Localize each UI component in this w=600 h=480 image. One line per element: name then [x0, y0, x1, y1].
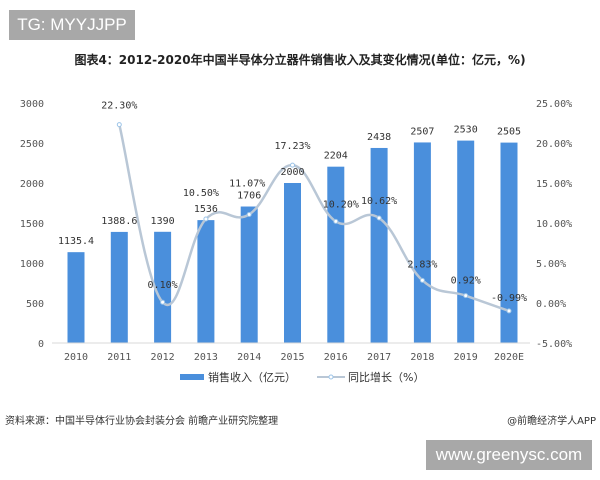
bar	[500, 142, 518, 343]
growth-point	[246, 211, 252, 217]
bar-value-label: 1135.4	[58, 236, 94, 247]
growth-point	[506, 308, 512, 314]
legend-line-label: 同比增长（%）	[348, 370, 424, 384]
chart: 0 500 1000 1500 2000 2500 3000 -5.00% 0.00% 5.00%…	[20, 99, 572, 384]
watermark-bottom-right: www.greenysc.com	[426, 440, 592, 470]
bar-value-label: 1388.6	[101, 216, 137, 227]
x-tick-label: 2017	[367, 352, 391, 363]
bar	[240, 206, 258, 343]
bar-value-label: 2505	[497, 127, 521, 138]
bar	[370, 147, 388, 343]
bar-value-label: 1706	[237, 191, 261, 202]
growth-point	[160, 299, 166, 305]
growth-value-label: 17.23%	[274, 141, 310, 152]
growth-point	[376, 215, 382, 221]
chart-title: 图表4：2012-2020年中国半导体分立器件销售收入及其变化情况(单位：亿元，…	[74, 53, 526, 67]
bar	[197, 220, 215, 343]
y-left-tick-label: 1500	[20, 219, 44, 230]
y-right-tick-label: 5.00%	[536, 259, 566, 270]
legend-bar-label: 销售收入（亿元）	[208, 370, 296, 384]
y-left-tick-label: 2000	[20, 179, 44, 190]
growth-value-label: 10.50%	[183, 188, 219, 199]
bar	[154, 231, 172, 343]
growth-point	[463, 293, 469, 299]
x-tick-label: 2011	[107, 352, 131, 363]
legend-line-marker	[328, 374, 334, 380]
credit: @前瞻经济学人APP	[507, 416, 596, 427]
y-left-tick-label: 500	[26, 299, 44, 310]
growth-value-label: -0.99%	[491, 293, 527, 304]
legend-bar-swatch	[180, 374, 204, 380]
x-tick-label: 2016	[324, 352, 348, 363]
growth-value-label: 0.10%	[148, 280, 178, 291]
x-tick-label: 2012	[151, 352, 175, 363]
y-left-tick-label: 3000	[20, 99, 44, 110]
x-tick-label: 2013	[194, 352, 218, 363]
y-right-tick-label: 10.00%	[536, 219, 572, 230]
watermark-top-left: TG: MYYJJPP	[9, 10, 135, 40]
y-left-tick-label: 2500	[20, 139, 44, 150]
bar-value-label: 2507	[410, 126, 434, 137]
y-left-tick-label: 1000	[20, 259, 44, 270]
growth-value-label: 10.62%	[361, 196, 397, 207]
x-tick-label: 2015	[280, 352, 304, 363]
bar-value-label: 2438	[367, 132, 391, 143]
growth-point	[333, 218, 339, 224]
y-left-tick-label: 0	[38, 339, 44, 350]
y-right-tick-label: 15.00%	[536, 179, 572, 190]
bar	[110, 231, 128, 343]
growth-point	[419, 277, 425, 283]
bar-value-label: 1536	[194, 204, 218, 215]
growth-value-label: 10.20%	[323, 199, 359, 210]
growth-value-label: 22.30%	[101, 101, 137, 112]
legend: 销售收入（亿元） 同比增长（%）	[180, 370, 424, 384]
bar	[327, 166, 345, 343]
bar	[284, 183, 301, 343]
y-right-tick-label: 0.00%	[536, 299, 566, 310]
growth-value-label: 0.92%	[451, 276, 481, 287]
growth-point	[116, 122, 122, 128]
x-tick-label: 2019	[454, 352, 478, 363]
bar	[67, 252, 85, 343]
y-right-tick-label: -5.00%	[536, 339, 572, 350]
growth-value-label: 11.07%	[229, 178, 265, 189]
growth-point	[290, 162, 295, 168]
y-right-tick-label: 20.00%	[536, 139, 572, 150]
source-note: 资料来源：中国半导体行业协会封装分会 前瞻产业研究院整理	[5, 416, 279, 427]
growth-point	[203, 216, 209, 222]
bar-value-label: 2204	[324, 151, 348, 162]
x-tick-label: 2018	[410, 352, 434, 363]
x-tick-label: 2014	[237, 352, 261, 363]
bar-value-label: 2530	[454, 125, 478, 136]
y-right-tick-label: 25.00%	[536, 99, 572, 110]
bar	[457, 140, 475, 343]
bar	[413, 142, 431, 343]
x-tick-label: 2010	[64, 352, 88, 363]
bar-value-label: 1390	[151, 216, 175, 227]
growth-value-label: 2.83%	[407, 259, 437, 270]
bar-value-label: 2000	[280, 167, 304, 178]
x-tick-label: 2020E	[494, 352, 524, 363]
